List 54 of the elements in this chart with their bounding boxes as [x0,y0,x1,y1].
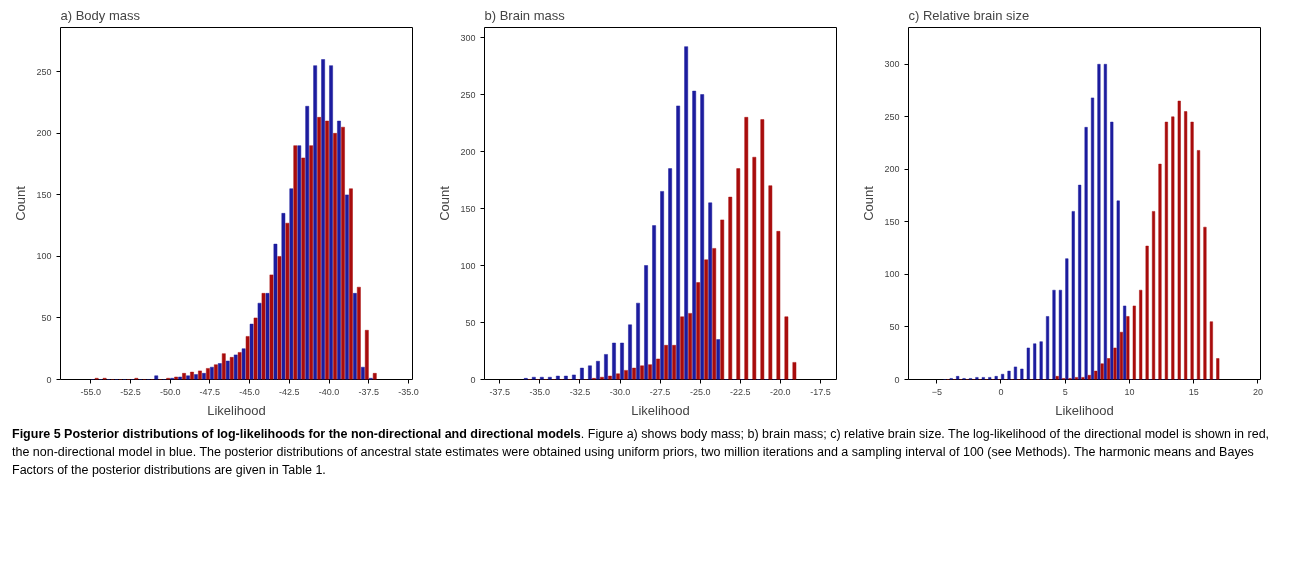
y-axis-title: Count [437,185,453,221]
y-tick-label: 0 [470,374,476,385]
x-tick-label: 5 [1062,386,1068,397]
x-tick-label: -55.0 [80,386,101,397]
y-tick-label: 300 [460,32,476,43]
x-tick-label: -47.5 [199,386,221,397]
y-tick-label: 300 [884,59,900,70]
x-tick-label: -40.0 [318,386,340,397]
x-tick-label: -17.5 [810,386,831,397]
y-tick-label: 200 [460,146,476,157]
x-tick-label: -22.5 [730,386,751,397]
y-tick-label: 50 [41,312,52,323]
x-tick-label: -20.0 [770,386,791,397]
x-tick-label: -37.5 [489,386,510,397]
y-tick-label: 250 [884,111,900,122]
y-tick-label: 150 [36,189,52,200]
y-tick-label: 100 [36,251,52,262]
x-tick-label: -30.0 [609,386,631,397]
x-tick-label: -27.5 [649,386,671,397]
x-tick-label: -52.5 [120,386,141,397]
y-tick-label: 100 [460,260,476,271]
x-axis-title: Likelihood [207,402,266,418]
x-tick-label: -37.5 [358,386,380,397]
x-tick-label: 0 [998,386,1004,397]
x-tick-label: -50.0 [159,386,181,397]
y-tick-label: 0 [894,374,900,385]
y-tick-label: 200 [884,164,900,175]
x-tick-label: −5 [931,386,942,397]
y-tick-label: 200 [36,128,52,139]
x-tick-label: -32.5 [569,386,591,397]
chart-title: b) Brain mass [484,7,566,23]
x-tick-label: -35.0 [398,386,419,397]
y-tick-label: 0 [46,374,52,385]
y-axis-title: Count [861,185,877,221]
x-tick-label: 20 [1252,386,1263,397]
y-tick-label: 100 [884,269,900,280]
x-tick-label: -45.0 [239,386,260,397]
x-axis-title: Likelihood [1055,402,1114,418]
x-tick-label: -35.0 [529,386,551,397]
x-tick-label: -42.5 [279,386,300,397]
caption: Figure 5 Posterior distributions of log-likelihoods for the non-directional and directional models [12,427,581,441]
y-tick-label: 50 [889,321,900,332]
y-tick-label: 250 [460,89,476,100]
y-axis-title: Count [13,185,29,221]
x-axis-title: Likelihood [631,402,690,418]
y-tick-label: 150 [460,203,476,214]
x-tick-label: 10 [1124,386,1135,397]
y-tick-label: 250 [36,66,52,77]
chart-title: a) Body mass [60,7,141,23]
chart-title: c) Relative brain size [908,7,1030,23]
x-tick-label: 15 [1188,386,1199,397]
y-tick-label: 50 [465,317,476,328]
x-tick-label: -25.0 [689,386,711,397]
y-tick-label: 150 [884,216,900,227]
